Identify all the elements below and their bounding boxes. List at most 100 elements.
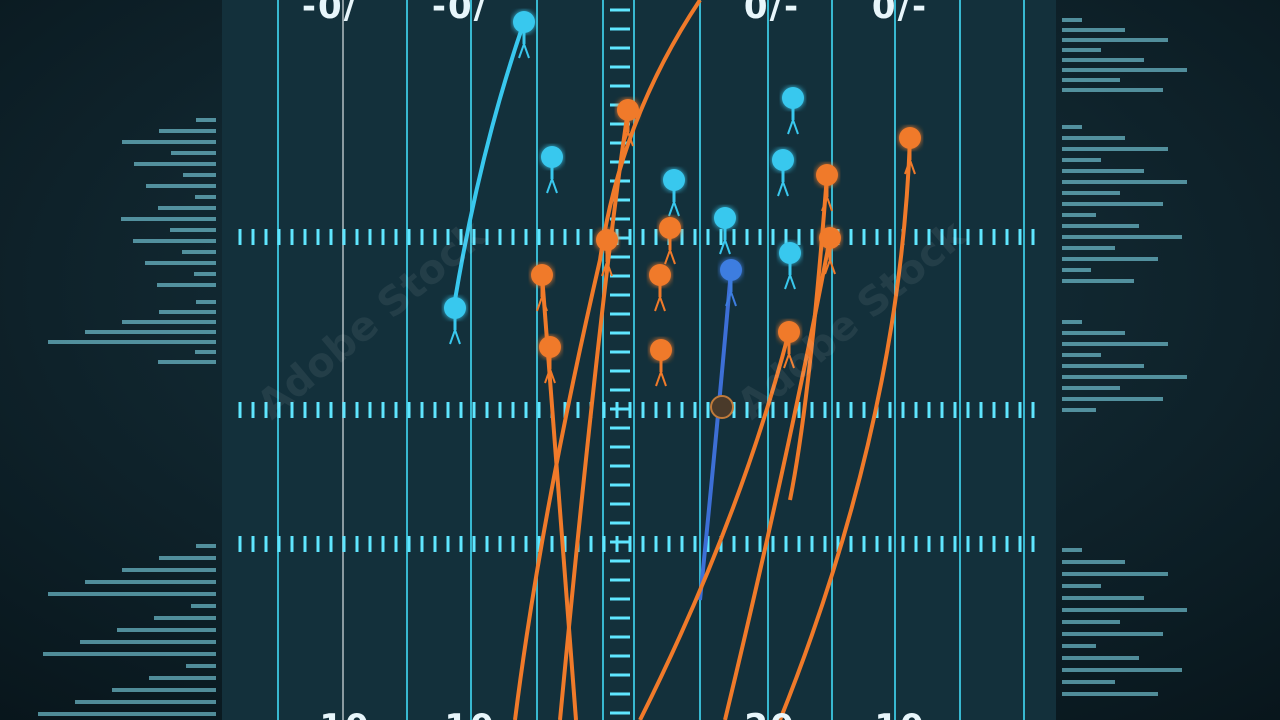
player-leg <box>654 296 661 312</box>
route <box>778 137 912 720</box>
panel-bar <box>1062 364 1144 368</box>
player-head <box>819 227 841 249</box>
player-leg <box>909 159 916 175</box>
panel-bar <box>183 173 216 177</box>
player-head <box>649 264 671 286</box>
player-leg <box>669 249 676 265</box>
panel-bar <box>117 628 216 632</box>
player-leg <box>777 181 784 197</box>
player-leg <box>821 196 828 212</box>
route <box>558 109 630 720</box>
panel-bar <box>1062 560 1125 564</box>
panel-bar <box>1062 608 1187 612</box>
player-leg <box>783 353 790 369</box>
player-leg <box>725 291 732 307</box>
panel-bar <box>1062 620 1120 624</box>
player-leg <box>719 239 726 255</box>
player-head <box>772 149 794 171</box>
player-leg <box>622 131 629 147</box>
panel-bar <box>38 712 216 716</box>
player-head <box>617 99 639 121</box>
yard-number: -0/ <box>432 0 488 27</box>
player-head <box>899 127 921 149</box>
player-leg <box>724 239 731 255</box>
panel-bar <box>1062 202 1163 206</box>
panel-bar <box>1062 169 1144 173</box>
panel-bar <box>1062 342 1168 346</box>
panel-bar <box>1062 692 1158 696</box>
panel-bar <box>158 206 216 210</box>
panel-bar <box>133 239 216 243</box>
panel-bar <box>1062 644 1096 648</box>
player-leg <box>826 196 833 212</box>
panel-bar <box>145 261 216 265</box>
player-head <box>816 164 838 186</box>
panel-bar <box>1062 680 1115 684</box>
player-head <box>596 229 618 251</box>
panel-bar <box>159 556 216 560</box>
player-leg <box>664 249 671 265</box>
panel-bar <box>48 592 216 596</box>
player-leg <box>787 119 794 135</box>
route <box>513 0 702 720</box>
panel-bar <box>194 272 216 276</box>
player-leg <box>824 259 831 275</box>
player-leg <box>544 368 551 384</box>
player-head <box>659 217 681 239</box>
player-head <box>663 169 685 191</box>
yard-number: 10 <box>444 707 495 720</box>
player-head <box>513 11 535 33</box>
panel-bar <box>1062 397 1163 401</box>
route <box>540 274 578 720</box>
panel-bar <box>1062 268 1091 272</box>
panel-bar <box>1062 78 1120 82</box>
player-leg <box>782 181 789 197</box>
panel-bar <box>154 616 216 620</box>
yard-number: -0/ <box>302 0 358 27</box>
panel-bar <box>1062 224 1139 228</box>
player-leg <box>789 274 796 290</box>
yard-number: 10 <box>319 707 370 720</box>
player-leg <box>518 43 525 59</box>
player-leg <box>673 201 680 217</box>
player-leg <box>523 43 530 59</box>
panel-bar <box>159 310 216 314</box>
panel-bar <box>122 140 216 144</box>
player-leg <box>549 368 556 384</box>
panel-bar <box>1062 331 1125 335</box>
panel-bar <box>1062 584 1101 588</box>
panel-bar <box>48 340 216 344</box>
player-head <box>782 87 804 109</box>
player-leg <box>792 119 799 135</box>
panel-bar <box>1062 58 1144 62</box>
panel-bar <box>1062 386 1120 390</box>
player-leg <box>606 261 613 277</box>
panel-bar <box>1062 353 1101 357</box>
player-leg <box>627 131 634 147</box>
panel-bar <box>196 300 216 304</box>
panel-bar <box>1062 180 1187 184</box>
panel-bar <box>1062 375 1187 379</box>
player-leg <box>546 178 553 194</box>
player-head <box>714 207 736 229</box>
players <box>444 11 921 419</box>
panel-bar <box>1062 213 1096 217</box>
panel-bar <box>1062 28 1125 32</box>
player-leg <box>536 296 543 312</box>
panel-bar <box>1062 125 1082 129</box>
panel-bar <box>158 360 216 364</box>
panel-bar <box>170 228 216 232</box>
panel-bar <box>149 676 216 680</box>
route <box>638 331 791 720</box>
panel-bar <box>1062 548 1082 552</box>
player-leg <box>730 291 737 307</box>
panel-bar <box>121 217 216 221</box>
panel-bar <box>1062 136 1125 140</box>
field-lines <box>219 0 1059 720</box>
panel-bar <box>1062 147 1168 151</box>
player-head <box>779 242 801 264</box>
player-leg <box>784 274 791 290</box>
player-head <box>720 259 742 281</box>
player-leg <box>788 353 795 369</box>
